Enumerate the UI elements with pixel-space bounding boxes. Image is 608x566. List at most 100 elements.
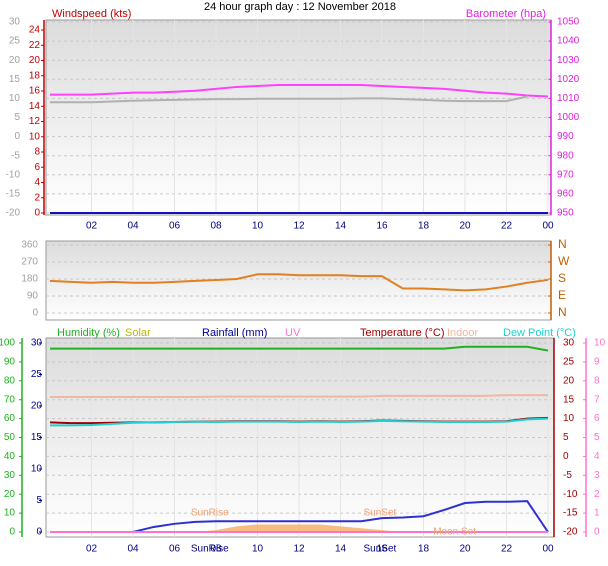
legend-label: Windspeed (kts) bbox=[52, 8, 131, 20]
y-tick-label: 4 bbox=[34, 177, 40, 188]
y-tick-label: -15 bbox=[563, 508, 578, 519]
y-tick-label: 10 bbox=[31, 464, 43, 475]
x-tick-label: 12 bbox=[293, 544, 305, 555]
series-line bbox=[50, 345, 549, 352]
y-tick-label: 90 bbox=[27, 291, 39, 302]
y-tick-label: 20 bbox=[4, 489, 16, 500]
y-tick-label: 980 bbox=[557, 150, 574, 161]
y-tick-label: 3 bbox=[594, 470, 600, 481]
series-line bbox=[50, 394, 548, 399]
y-tick-label: -5 bbox=[11, 150, 20, 161]
y-tick-label: 20 bbox=[563, 375, 575, 386]
legend-label: Temperature (°C) bbox=[360, 327, 444, 339]
y-tick-label: 990 bbox=[557, 131, 574, 142]
y-tick-label: 25 bbox=[9, 36, 21, 47]
series-line bbox=[50, 84, 549, 98]
y-tick-label: 70 bbox=[4, 394, 16, 405]
y-tick-label: 18 bbox=[29, 70, 41, 81]
y-tick-label: 0 bbox=[14, 131, 20, 142]
x-tick-label: 22 bbox=[501, 544, 513, 555]
y-tick-label: -10 bbox=[6, 169, 21, 180]
chart-title: 24 hour graph day : 12 November 2018 bbox=[204, 1, 396, 13]
y-tick-label: 80 bbox=[4, 375, 16, 386]
y-tick-label: 1030 bbox=[557, 55, 580, 66]
y-tick-label: 0 bbox=[34, 208, 40, 219]
y-tick-label: 15 bbox=[563, 394, 575, 405]
y-tick-label: 30 bbox=[9, 17, 21, 28]
y-tick-label: 10 bbox=[29, 131, 41, 142]
y-tick-label: 25 bbox=[31, 369, 43, 380]
y-tick-label: -15 bbox=[6, 189, 21, 200]
y-tick-label: 25 bbox=[563, 357, 575, 368]
x-tick-label: 02 bbox=[86, 544, 98, 555]
y-tick-label: 1000 bbox=[557, 112, 580, 123]
y-tick-label: -20 bbox=[563, 527, 578, 538]
y-tick-label: N bbox=[558, 305, 567, 319]
legend-label: Solar bbox=[125, 327, 151, 339]
x-tick-label: 10 bbox=[252, 544, 264, 555]
y-tick-label: 360 bbox=[21, 240, 38, 251]
y-tick-label: 950 bbox=[557, 208, 574, 219]
x-tick-label: 20 bbox=[459, 544, 471, 555]
y-tick-label: N bbox=[558, 237, 567, 251]
y-tick-label: 7 bbox=[594, 394, 600, 405]
y-tick-label: W bbox=[558, 254, 570, 268]
event-label: SunRise bbox=[191, 508, 229, 519]
y-tick-label: 960 bbox=[557, 189, 574, 200]
y-tick-label: 30 bbox=[4, 470, 16, 481]
y-tick-label: 5 bbox=[594, 432, 600, 443]
y-tick-label: 4 bbox=[594, 451, 600, 462]
y-tick-label: 12 bbox=[29, 116, 41, 127]
y-tick-label: -20 bbox=[6, 208, 21, 219]
x-tick-label: 18 bbox=[418, 221, 430, 232]
series-line bbox=[50, 95, 528, 104]
y-tick-label: 14 bbox=[29, 101, 41, 112]
legend-label: Barometer (hpa) bbox=[466, 8, 546, 20]
y-tick-label: 90 bbox=[4, 357, 16, 368]
x-tick-label: 14 bbox=[335, 221, 347, 232]
y-tick-label: 20 bbox=[9, 55, 21, 66]
x-tick-label: 12 bbox=[293, 221, 305, 232]
y-tick-label: 10 bbox=[563, 413, 575, 424]
y-tick-label: -5 bbox=[563, 470, 572, 481]
y-tick-label: 1020 bbox=[557, 74, 580, 85]
x-tick-label: 16 bbox=[376, 544, 388, 555]
y-tick-label: 0 bbox=[594, 527, 600, 538]
y-tick-label: 970 bbox=[557, 169, 574, 180]
y-tick-label: 180 bbox=[21, 274, 38, 285]
legend-label: UV bbox=[285, 327, 301, 339]
y-tick-label: 30 bbox=[31, 338, 43, 349]
y-tick-label: 60 bbox=[4, 413, 16, 424]
y-tick-label: 20 bbox=[29, 55, 41, 66]
x-tick-label: 16 bbox=[376, 221, 388, 232]
y-tick-label: 8 bbox=[34, 147, 40, 158]
legend-label: Humidity (%) bbox=[57, 327, 120, 339]
y-tick-label: 10 bbox=[9, 93, 21, 104]
y-tick-label: 16 bbox=[29, 86, 41, 97]
series-line bbox=[49, 273, 549, 292]
x-tick-label: 04 bbox=[127, 544, 139, 555]
legend-label: Rainfall (mm) bbox=[202, 327, 267, 339]
x-tick-label: 06 bbox=[169, 544, 181, 555]
y-tick-label: 5 bbox=[563, 432, 569, 443]
x-tick-label: 08 bbox=[210, 221, 222, 232]
y-tick-label: 270 bbox=[21, 257, 38, 268]
y-tick-label: 10 bbox=[594, 338, 606, 349]
plot-area bbox=[45, 240, 552, 321]
y-tick-label: 100 bbox=[0, 338, 15, 349]
y-tick-label: 15 bbox=[31, 432, 43, 443]
y-tick-label: 6 bbox=[34, 162, 40, 173]
y-tick-label: 5 bbox=[14, 112, 20, 123]
x-tick-label: 14 bbox=[335, 544, 347, 555]
x-tick-label: 00 bbox=[542, 221, 554, 232]
x-tick-label: 06 bbox=[169, 221, 181, 232]
y-tick-label: 2 bbox=[594, 489, 600, 500]
y-tick-label: 2 bbox=[34, 192, 40, 203]
y-tick-label: 22 bbox=[29, 40, 41, 51]
y-tick-label: 8 bbox=[594, 375, 600, 386]
legend-label: Indoor bbox=[447, 327, 479, 339]
y-tick-label: 1050 bbox=[557, 17, 580, 28]
event-label: SunSet bbox=[364, 508, 397, 519]
y-tick-label: 20 bbox=[31, 401, 43, 412]
